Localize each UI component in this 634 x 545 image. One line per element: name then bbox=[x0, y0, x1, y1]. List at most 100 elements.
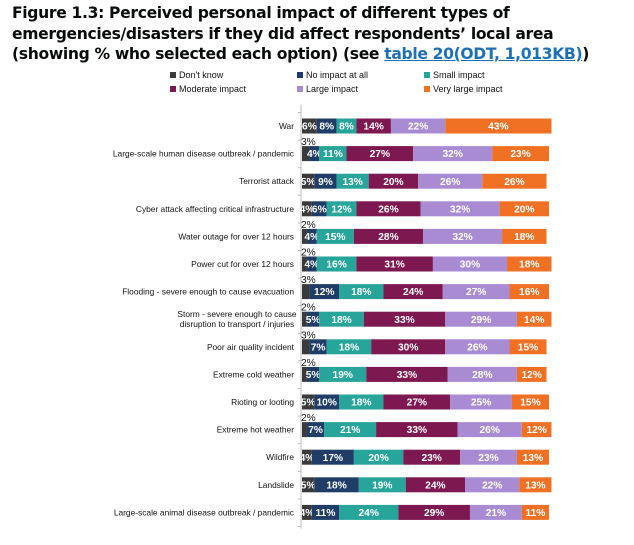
legend-swatch-moderate-impact bbox=[170, 86, 176, 92]
bar-row-water-outage-for-over-12-hours: Water outage for over 12 hours 2%4% 15% 28%… bbox=[178, 220, 547, 244]
bar-segment-very-large-impact bbox=[502, 228, 547, 244]
bar-segment-moderate-impact bbox=[346, 146, 414, 162]
segment-value-label: 18% bbox=[351, 287, 371, 298]
segment-value-label: 2% bbox=[301, 358, 316, 369]
bar-row-terrorist-attack: Terrorist attack 5% 9% 13% 20% 26% 26% bbox=[239, 173, 547, 189]
segment-value-label: 26% bbox=[504, 177, 524, 188]
segment-value-label: 23% bbox=[510, 149, 530, 160]
bar-segment-no-impact-at-all bbox=[306, 256, 317, 272]
bar-segment-moderate-impact bbox=[376, 422, 458, 438]
segment-value-label: 16% bbox=[519, 287, 539, 298]
segment-value-label: 26% bbox=[467, 342, 487, 353]
segment-value-label: 12% bbox=[526, 425, 546, 436]
segment-value-label: 6% bbox=[302, 122, 317, 133]
segment-value-label: 15% bbox=[520, 398, 540, 409]
category-label: Storm - severe enough to cause disruption… bbox=[177, 309, 297, 329]
bar-segment-large-impact bbox=[447, 366, 517, 382]
segment-value-label: 4% bbox=[300, 453, 315, 464]
legend-item-very-large-impact: Very large impact bbox=[424, 84, 503, 94]
segment-value-label: 19% bbox=[333, 370, 353, 381]
bar-segment-moderate-impact bbox=[403, 449, 461, 465]
figure-title-suffix: ) bbox=[582, 45, 590, 63]
segment-value-label: 5% bbox=[306, 315, 321, 326]
bar-segment-moderate-impact bbox=[383, 284, 443, 300]
segment-value-label: 3% bbox=[301, 137, 316, 148]
bar-segment-no-impact-at-all bbox=[309, 339, 327, 355]
table-20-link[interactable]: table 20(ODT, 1,013KB) bbox=[384, 45, 583, 63]
bar-segment-no-impact-at-all bbox=[306, 311, 320, 327]
bar-segment-large-impact bbox=[465, 477, 520, 493]
chart-rows: War 6% 8% 8% 14% 22% 43%Large-scale human dise… bbox=[113, 118, 552, 520]
segment-value-label: 8% bbox=[339, 122, 354, 133]
segment-value-label: 3% bbox=[301, 330, 316, 341]
category-label: Landslide bbox=[258, 480, 294, 490]
segment-value-label: 17% bbox=[323, 453, 343, 464]
bar-segment-very-large-impact bbox=[445, 118, 552, 134]
chart-legend: Don't know No impact at all Small impact Mo… bbox=[170, 70, 503, 94]
segment-value-label: 28% bbox=[378, 232, 398, 243]
segment-value-label: 2% bbox=[301, 303, 316, 314]
bar-segment-moderate-impact bbox=[366, 366, 448, 382]
segment-value-label: 3% bbox=[301, 275, 316, 286]
segment-value-label: 18% bbox=[514, 232, 534, 243]
segment-value-label: 26% bbox=[378, 204, 398, 215]
bar-segment-large-impact bbox=[445, 311, 517, 327]
bar-segment-large-impact bbox=[457, 422, 522, 438]
bar-segment-small-impact bbox=[319, 146, 347, 162]
bar-segment-large-impact bbox=[445, 339, 510, 355]
bar-segment-very-large-impact bbox=[516, 311, 552, 327]
category-label: Extreme hot weather bbox=[217, 425, 294, 435]
legend-swatch-large-impact bbox=[297, 86, 303, 92]
segment-value-label: 22% bbox=[482, 480, 502, 491]
bar-segment-moderate-impact bbox=[383, 394, 451, 410]
segment-value-label: 21% bbox=[340, 425, 360, 436]
bar-segment-no-impact-at-all bbox=[311, 201, 327, 217]
bar-segment-don-t-know bbox=[302, 394, 315, 410]
bar-segment-no-impact-at-all bbox=[309, 284, 340, 300]
segment-value-label: 10% bbox=[317, 398, 337, 409]
segment-value-label: 33% bbox=[397, 370, 417, 381]
bar-segment-small-impact bbox=[358, 477, 406, 493]
bar-segment-very-large-impact bbox=[519, 477, 552, 493]
segment-value-label: 33% bbox=[407, 425, 427, 436]
segment-value-label: 16% bbox=[326, 260, 346, 271]
bar-segment-large-impact bbox=[460, 449, 517, 465]
bar-segment-no-impact-at-all bbox=[309, 146, 320, 162]
segment-value-label: 23% bbox=[421, 453, 441, 464]
segment-value-label: 12% bbox=[314, 287, 334, 298]
legend-swatch-small-impact bbox=[424, 72, 430, 78]
figure-title-text: Figure 1.3: Perceived personal impact of… bbox=[12, 4, 554, 63]
segment-value-label: 33% bbox=[394, 315, 414, 326]
legend-label: Very large impact bbox=[433, 84, 503, 94]
bar-segment-don-t-know bbox=[302, 284, 310, 300]
segment-value-label: 7% bbox=[308, 425, 323, 436]
segment-value-label: 32% bbox=[450, 204, 470, 215]
bar-segment-don-t-know bbox=[302, 256, 307, 272]
segment-value-label: 18% bbox=[331, 315, 351, 326]
segment-value-label: 4% bbox=[305, 260, 320, 271]
bar-segment-small-impact bbox=[326, 201, 357, 217]
bar-segment-no-impact-at-all bbox=[316, 118, 337, 134]
bar-segment-very-large-impact bbox=[507, 256, 552, 272]
category-label: Extreme cold weather bbox=[213, 369, 294, 379]
segment-value-label: 43% bbox=[488, 122, 508, 133]
bar-segment-moderate-impact bbox=[371, 339, 446, 355]
bar-row-extreme-cold-weather: Extreme cold weather 2%5% 19% 33% 28% 12% bbox=[213, 358, 547, 382]
segment-value-label: 2% bbox=[301, 248, 316, 259]
legend-label: Moderate impact bbox=[179, 84, 247, 94]
legend-swatch-no-impact-at-all bbox=[297, 72, 303, 78]
segment-value-label: 5% bbox=[301, 480, 316, 491]
segment-value-label: 26% bbox=[480, 425, 500, 436]
legend-label: Large impact bbox=[306, 84, 359, 94]
category-label: Poor air quality incident bbox=[207, 342, 295, 352]
segment-value-label: 11% bbox=[323, 149, 343, 160]
segment-value-label: 26% bbox=[440, 177, 460, 188]
bar-segment-small-impact bbox=[319, 366, 367, 382]
segment-value-label: 12% bbox=[522, 370, 542, 381]
bar-segment-don-t-know bbox=[302, 422, 307, 438]
category-label: Water outage for over 12 hours bbox=[178, 231, 294, 241]
legend-item-moderate-impact: Moderate impact bbox=[170, 84, 247, 94]
bar-segment-don-t-know bbox=[302, 311, 307, 327]
bar-segment-large-impact bbox=[390, 118, 446, 134]
